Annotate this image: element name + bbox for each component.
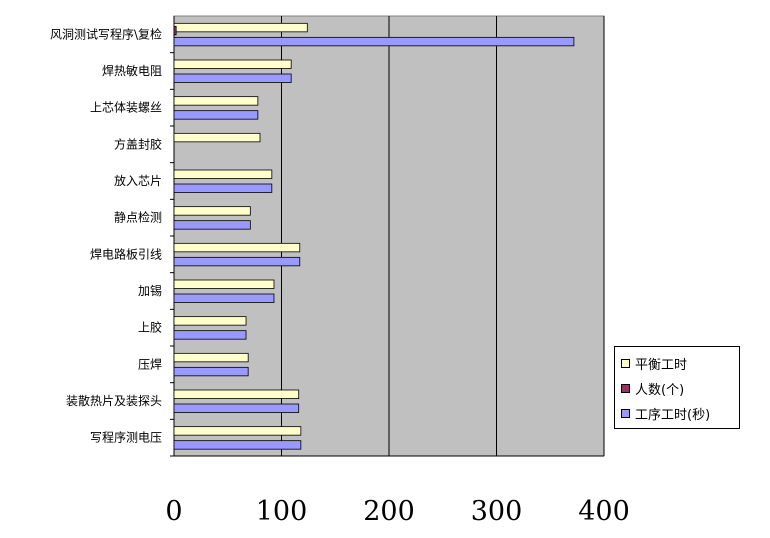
bar xyxy=(173,352,249,363)
bar xyxy=(173,36,575,47)
category-label: 方盖封胶 xyxy=(114,136,162,151)
bar xyxy=(173,256,301,267)
bar xyxy=(173,242,301,253)
category-label: 上胶 xyxy=(138,320,162,335)
category-label: 焊热敏电阻 xyxy=(102,63,162,78)
bar xyxy=(173,25,177,36)
category-label: 装散热片及装探头 xyxy=(66,393,162,408)
bar xyxy=(173,279,275,289)
x-tick-label: 100 xyxy=(256,496,308,527)
bar xyxy=(173,110,259,120)
x-tick-label: 400 xyxy=(578,496,630,527)
category-label: 焊电路板引线 xyxy=(90,246,162,261)
bar xyxy=(173,403,300,413)
bar xyxy=(173,22,308,33)
category-label: 加锡 xyxy=(138,283,162,298)
bar xyxy=(173,96,259,106)
legend-swatch-process-hours xyxy=(621,409,630,418)
x-tick-label: 200 xyxy=(363,496,415,527)
legend-label-balance-hours: 平衡工时 xyxy=(635,358,688,373)
legend-label-process-hours: 工序工时(秒) xyxy=(635,408,711,423)
bar xyxy=(173,73,292,83)
bar xyxy=(173,330,247,340)
category-label: 写程序测电压 xyxy=(90,430,162,445)
category-label: 静点检测 xyxy=(114,210,162,225)
bar xyxy=(173,389,300,399)
category-label: 风洞测试写程序\复检 xyxy=(50,26,162,41)
legend-item-process-hours: 工序工时(秒) xyxy=(621,401,733,426)
legend-label-headcount: 人数(个) xyxy=(635,383,685,398)
legend: 平衡工时 人数(个) 工序工时(秒) xyxy=(614,346,740,429)
legend-swatch-balance-hours xyxy=(621,359,630,368)
x-tick-label: 300 xyxy=(471,496,523,527)
category-label: 上芯体装螺丝 xyxy=(90,101,162,115)
bar xyxy=(173,366,249,377)
bar xyxy=(173,132,261,143)
legend-swatch-headcount xyxy=(621,384,630,393)
category-label: 放入芯片 xyxy=(114,173,162,188)
bar xyxy=(173,220,251,230)
bar xyxy=(173,440,302,450)
bar xyxy=(173,426,302,436)
bar xyxy=(173,169,273,179)
category-label: 压焊 xyxy=(138,356,162,371)
bar xyxy=(173,206,251,216)
bar xyxy=(173,59,292,69)
bar xyxy=(173,183,273,193)
x-tick-label: 0 xyxy=(165,496,182,527)
legend-item-balance-hours: 平衡工时 xyxy=(621,351,733,376)
bar xyxy=(173,316,247,326)
legend-item-headcount: 人数(个) xyxy=(621,376,733,401)
bar xyxy=(173,293,275,303)
